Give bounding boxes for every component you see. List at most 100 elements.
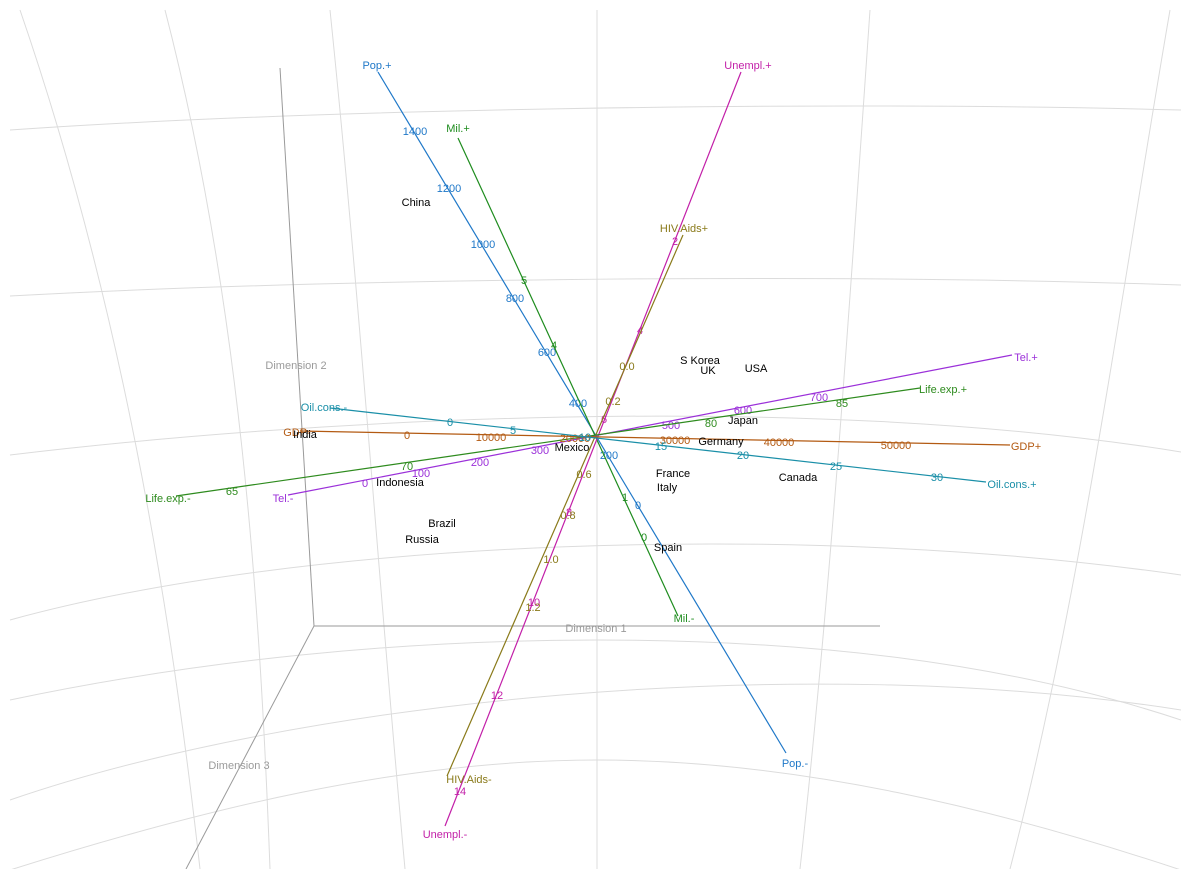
tel-tick-label: 700 [810,392,828,404]
grid-line-3 [9,543,1181,621]
dimension-1-label: Dimension 1 [565,623,626,635]
unempl-tick-label: 6 [601,414,607,426]
hiv-tick-label: 0.2 [605,396,620,408]
oil-axis-line [329,407,987,483]
life-tick-label: 65 [226,486,238,498]
mil-axis-line [457,137,679,617]
tel-positive-label: Tel.+ [1014,352,1038,364]
grid-line-6 [164,9,271,870]
unempl-tick-label: 14 [454,786,466,798]
gdp-tick-label: 50000 [881,440,912,452]
mil-tick-label: 0 [641,532,647,544]
gdp-tick-label: 40000 [764,437,795,449]
oil-tick-label: 5 [510,425,516,437]
plot-frame [185,67,880,870]
grid-line-0 [9,105,1181,131]
tel-negative-label: Tel.- [273,493,294,505]
oil-tick-label: 0 [447,417,453,429]
hiv-tick-label: 0.6 [576,469,591,481]
grid-line-4 [9,683,1181,801]
tel-axis-line [287,354,1013,496]
pop-tick-label: 800 [506,293,524,305]
grid-line-1 [9,278,1181,297]
grid-line-10 [1009,9,1171,870]
hiv-axis-line [446,234,684,777]
point-label-brazil: Brazil [428,518,456,530]
point-label-uk: UK [700,365,716,377]
unempl-tick-label: 4 [637,325,643,337]
grid-line-2 [9,415,1181,456]
life-tick-label: 80 [705,418,717,430]
gdp-positive-label: GDP+ [1011,441,1041,453]
point-label-russia: Russia [405,534,440,546]
point-label-france: France [656,468,690,480]
tel-tick-label: 300 [531,445,549,457]
grid-line-9 [799,9,871,870]
life-tick-label: 70 [401,461,413,473]
grid-line-7 [329,9,406,870]
hiv-tick-label: 0.8 [560,510,575,522]
gdp-tick-label: 0 [404,430,410,442]
variable-hiv: HIV.Aids+ HIV.Aids- 0.0 0.2 0.6 0.8 1.0 1.2 [446,223,708,786]
pop-negative-label: Pop.- [782,758,809,770]
life-tick-label: 85 [836,398,848,410]
gdp-axis-line [299,430,1011,446]
oil-tick-label: 10 [579,432,591,444]
pop-tick-label: 200 [600,450,618,462]
point-label-indonesia: Indonesia [376,477,425,489]
unempl-tick-label: 12 [491,690,503,702]
pop-tick-label: 400 [569,398,587,410]
gdp-tick-label: 30000 [660,435,691,447]
pop-tick-label: 1000 [471,239,495,251]
pop-tick-label: 1400 [403,126,427,138]
oil-tick-label: 20 [737,450,749,462]
mil-positive-label: Mil.+ [446,123,470,135]
unempl-tick-label: 2 [672,236,678,248]
life-axis-line [175,387,921,497]
oil-tick-label: 25 [830,461,842,473]
frame-dimension-3-axis [185,625,315,870]
grid-line-12 [9,639,1181,721]
dimension-2-label: Dimension 2 [265,360,326,372]
mil-tick-label: 5 [521,275,527,287]
life-negative-label: Life.exp.- [145,493,191,505]
grid-line-11 [9,759,1181,871]
mil-tick-label: 1 [622,492,628,504]
pop-tick-label: 1200 [437,183,461,195]
hiv-positive-label: HIV.Aids+ [660,223,708,235]
hiv-negative-label: HIV.Aids- [446,774,492,786]
tel-tick-label: 200 [471,457,489,469]
tel-tick-label: 500 [662,420,680,432]
gdp-tick-label: 10000 [476,432,507,444]
point-label-japan: Japan [728,415,758,427]
oil-tick-label: 30 [931,472,943,484]
oil-negative-label: Oil.cons.- [301,402,348,414]
point-label-canada: Canada [779,472,818,484]
pop-tick-label: 600 [538,347,556,359]
unempl-tick-label: 8 [566,507,572,519]
life-positive-label: Life.exp.+ [919,384,967,396]
variable-tel: Tel.+ Tel.- 0 100 200 300 500 6 0 0 700 [273,352,1038,505]
hiv-tick-label: 1.0 [543,554,558,566]
tel-tick-label: 100 [412,468,430,480]
unempl-axis-line [444,71,742,827]
pop-positive-label: Pop.+ [362,60,391,72]
background-grid [9,9,1181,871]
variable-oil: Oil.cons.+ Oil.cons.- 0 5 10 15 20 25 30 [301,402,1037,491]
point-label-usa: USA [745,363,768,375]
point-label-mexico: Mexico [555,442,590,454]
mil-negative-label: Mil.- [674,613,695,625]
point-label-china: China [402,197,432,209]
unempl-positive-label: Unempl.+ [724,60,771,72]
gdp-negative-label: GDP- [283,427,311,439]
pop-axis-line [377,71,787,754]
frame-dimension-2-axis [279,67,315,627]
pop-tick-label: 0 [635,500,641,512]
variable-axes: Pop.+Pop.-2004006008001000120014000Mil.+… [145,60,1041,841]
